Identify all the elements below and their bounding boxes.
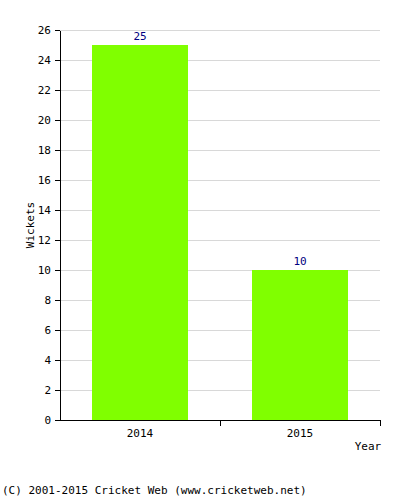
category-separator [220, 420, 221, 426]
y-tick: 24 [38, 54, 60, 67]
category-separator [380, 420, 381, 426]
y-tick-label: 12 [38, 234, 51, 247]
y-tick: 10 [38, 264, 60, 277]
y-tick: 16 [38, 174, 60, 187]
y-tick-label: 24 [38, 54, 52, 67]
x-axis: 2014 2015 [61, 420, 381, 440]
data-label: 10 [293, 255, 306, 268]
y-tick-mark [55, 360, 60, 361]
y-tick-mark [55, 150, 60, 151]
y-tick: 20 [38, 114, 60, 127]
bar [252, 270, 348, 420]
x-tick-label: 2015 [287, 427, 314, 440]
y-tick-label: 20 [38, 114, 51, 127]
y-tick-mark [55, 300, 60, 301]
grid [60, 30, 380, 420]
data-label: 25 [133, 30, 146, 43]
y-axis: 02468101214161820222426 [38, 24, 61, 427]
y-tick: 12 [38, 234, 60, 247]
y-tick: 0 [44, 414, 60, 427]
y-tick-mark [55, 420, 60, 421]
y-tick: 4 [44, 354, 60, 367]
x-tick: 2014 [127, 420, 154, 440]
y-tick-mark [55, 60, 60, 61]
y-tick-mark [55, 30, 60, 31]
y-tick-label: 26 [38, 24, 51, 37]
y-tick-mark [55, 390, 60, 391]
y-tick-mark [55, 330, 60, 331]
background [0, 0, 400, 500]
x-tick-label: 2014 [127, 427, 154, 440]
y-tick-mark [55, 240, 60, 241]
y-tick-label: 18 [38, 144, 51, 157]
y-tick-label: 22 [38, 84, 51, 97]
y-tick-label: 4 [44, 354, 51, 367]
bars [92, 45, 348, 420]
y-tick-label: 10 [38, 264, 51, 277]
chart: 02468101214161820222426201420152510Wicke… [0, 0, 400, 500]
grid-line [60, 30, 380, 31]
footer-note: (C) 2001-2015 Cricket Web (www.cricketwe… [2, 484, 307, 497]
x-axis-title: Year [355, 440, 382, 453]
y-axis-title: Wickets [24, 202, 37, 248]
y-tick-mark [55, 210, 60, 211]
data-labels: 25 10 [133, 30, 306, 268]
y-tick-label: 0 [44, 414, 51, 427]
y-tick-mark [55, 90, 60, 91]
y-tick-mark [55, 270, 60, 271]
bar [92, 45, 188, 420]
y-tick: 18 [38, 144, 60, 157]
y-tick: 26 [38, 24, 60, 37]
y-axis-line [60, 31, 61, 421]
y-tick-label: 6 [44, 324, 51, 337]
y-tick-label: 14 [38, 204, 52, 217]
y-tick-label: 2 [44, 384, 51, 397]
y-tick: 6 [44, 324, 60, 337]
x-tick: 2015 [287, 420, 314, 440]
y-tick-label: 16 [38, 174, 51, 187]
y-tick: 22 [38, 84, 60, 97]
y-tick: 8 [44, 294, 60, 307]
y-tick-label: 8 [44, 294, 51, 307]
y-tick: 14 [38, 204, 60, 217]
y-tick-mark [55, 120, 60, 121]
y-tick: 2 [44, 384, 60, 397]
y-tick-mark [55, 180, 60, 181]
